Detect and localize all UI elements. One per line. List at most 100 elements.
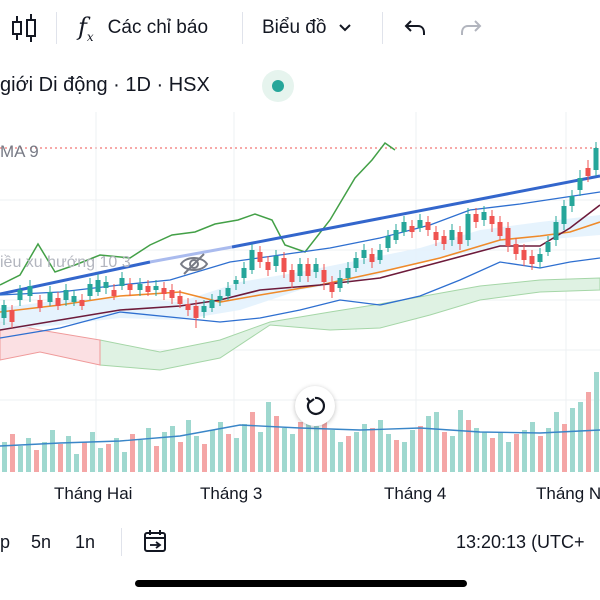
clock-timezone[interactable]: 13:20:13 (UTC+ [456,531,585,552]
date-range-button[interactable] [142,516,170,568]
candlestick-icon[interactable] [10,0,38,56]
volume-bar [130,434,135,472]
range-button-5n[interactable]: 5n [31,531,52,552]
price-chart[interactable] [0,112,600,472]
candle-body [473,214,479,222]
volume-bar [50,430,55,472]
candle-body [111,290,117,296]
symbol-title[interactable]: giới Di động · 1D · HSX [0,74,210,96]
candle-body [119,278,125,286]
chart-type-button[interactable]: Biểu đồ [262,0,354,56]
candle-body [513,244,519,254]
volume-bar [18,446,23,472]
volume-bar [306,410,311,472]
volume-bar [282,428,287,472]
candle-body [297,264,303,276]
volume-bar [298,422,303,472]
candle-body [465,214,471,240]
volume-bar [82,442,87,472]
candle-body [265,262,271,270]
xaxis-label: Tháng 4 [384,484,447,503]
calendar-range-icon [144,530,166,552]
volume-bar [506,442,511,472]
volume-bar [482,432,487,472]
undo-button[interactable] [402,0,428,56]
candle-body [305,264,311,276]
volume-bar [562,424,567,472]
candle-body [353,258,359,268]
market-status-dot[interactable] [262,70,294,102]
candle-body [27,286,33,296]
volume-bar [418,426,423,472]
hide-indicator-eye-icon[interactable] [178,251,210,277]
candle-body [521,250,527,260]
indicators-button[interactable]: fx Các chỉ báo [78,0,208,56]
toolbar-divider [56,12,57,44]
volume-bar [530,422,535,472]
volume-bar [154,446,159,472]
candle-body [417,220,423,228]
volume-bar [474,428,479,472]
candle-body [441,236,447,244]
candle-body [281,258,287,272]
volume-bar [386,434,391,472]
candle-body [345,268,351,278]
time-axis[interactable]: Tháng Hai Tháng 3 Tháng 4 Tháng N [0,476,600,512]
volume-bar [338,442,343,472]
chevron-down-icon [339,24,352,32]
xaxis-label: Tháng N [536,484,600,503]
candle-body [169,290,175,298]
volume-bar [322,414,327,472]
candle-body [63,290,69,300]
candle-body [1,305,7,318]
candle-body [369,254,375,262]
candle-body [321,270,327,282]
ma-dark [0,204,600,331]
range-button-1n[interactable]: 1n [75,531,96,552]
volume-bar [266,402,271,472]
volume-bar [122,452,127,472]
volume-bar [274,416,279,472]
volume-bar [434,412,439,472]
candle-body [489,216,495,224]
volume-bar [90,432,95,472]
volume-bar [250,412,255,472]
reset-chart-button[interactable] [295,386,335,426]
volume-bar [538,436,543,472]
candle-body [225,288,231,296]
volume-bar [42,442,47,472]
redo-button[interactable] [458,0,484,56]
volume-bar [114,438,119,472]
candle-body [201,306,207,312]
candle-body [457,232,463,244]
trendline [0,260,151,296]
volume-bar [10,434,15,472]
volume-bar [450,436,455,472]
volume-bar [522,430,527,472]
candle-body [209,300,215,308]
candle-body [153,286,159,290]
candle-body [481,212,487,220]
ma-label[interactable]: MA 9 [0,142,39,161]
ma-blue-lower [0,257,600,339]
candle-body [217,296,223,300]
volume-bar [458,410,463,472]
candle-body [529,256,535,264]
indicator-label[interactable]: iều xu hướng 10 3 [0,254,131,271]
range-button-p[interactable]: p [0,531,11,552]
volume-bar [226,434,231,472]
candle-body [385,236,391,248]
volume-bar [370,428,375,472]
candle-body [593,148,599,170]
candle-body [55,298,61,306]
candle-body [545,242,551,252]
fx-icon: fx [78,12,94,44]
candle-body [561,206,567,224]
xaxis-label: Tháng Hai [54,484,133,503]
bottom-toolbar: p 5n 1n 13:20:13 (UTC+ [0,516,600,568]
volume-bar [146,428,151,472]
volume-bar [570,408,575,472]
candle-body [9,310,15,322]
cloud-red [0,321,101,366]
volume-bars [2,372,599,472]
